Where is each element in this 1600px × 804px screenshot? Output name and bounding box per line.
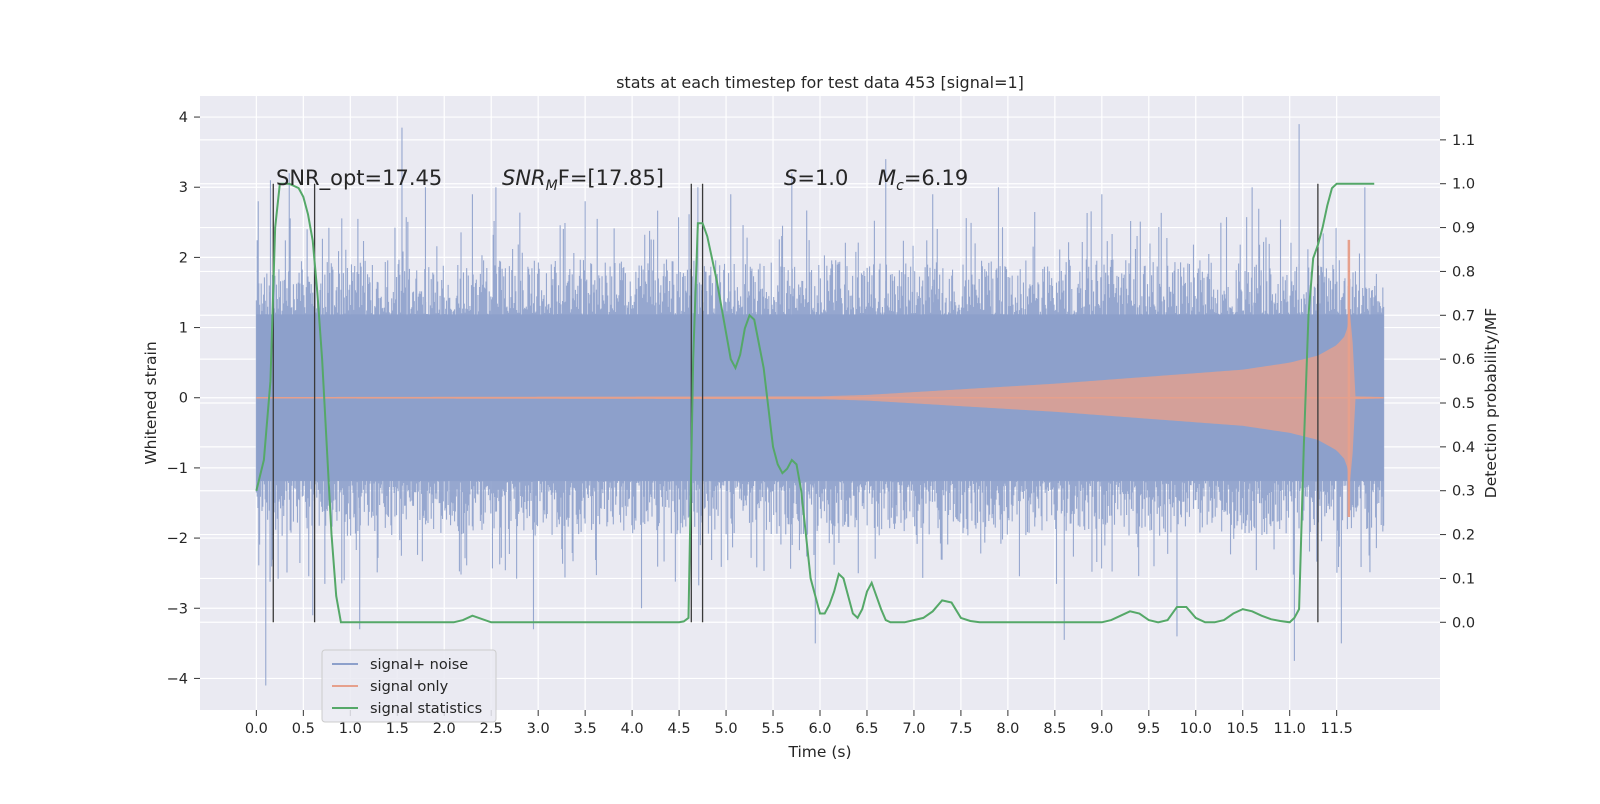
y-left-tick-label: −4: [167, 671, 188, 687]
series-signal-only: [256, 239, 1384, 518]
x-tick-label: 2.5: [480, 721, 503, 737]
annotation-snr-mf: SNRMF=[17.85]: [502, 166, 664, 194]
x-tick-label: 0.5: [292, 721, 315, 737]
y-left-tick-label: 1: [179, 321, 188, 337]
annotation-snr-mf-prefix: SNR: [502, 166, 546, 190]
y-right-tick-label: 0.3: [1452, 484, 1475, 500]
x-tick-label: 9.0: [1090, 721, 1113, 737]
y-right-tick-label: 0.2: [1452, 528, 1475, 544]
annotation-snr-mf-suffix: F=[17.85]: [558, 166, 664, 190]
legend-box: [321, 649, 497, 723]
x-tick-label: 4.0: [621, 721, 644, 737]
y-left-tick-label: −1: [167, 461, 188, 477]
x-tick-label: 3.0: [527, 721, 550, 737]
y-right-tick-label: 0.5: [1452, 396, 1475, 412]
x-tick-label: 8.5: [1043, 721, 1066, 737]
x-tick-label: 10.0: [1180, 721, 1212, 737]
y-left-tick-label: 0: [179, 391, 188, 407]
y-left-tick-label: −2: [167, 531, 188, 547]
axes: 0.0 0.5 1.0 1.5 2.0 2.5 3.0 3.5 4.0 4.5 5.0 5.5 6.0 6…: [167, 110, 1475, 737]
legend-label-signal-noise: signal+ noise: [370, 657, 468, 673]
x-tick-label: 11.0: [1274, 721, 1306, 737]
y-right-tick-label: 0.0: [1452, 615, 1475, 631]
x-tick-label: 4.5: [668, 721, 691, 737]
x-tick-label: 5.5: [761, 721, 784, 737]
x-tick-label: 3.5: [574, 721, 597, 737]
x-axis-label: Time (s): [787, 743, 851, 761]
x-tick-label: 6.0: [808, 721, 831, 737]
y-right-tick-label: 0.9: [1452, 221, 1475, 237]
x-tick-label: 7.0: [902, 721, 925, 737]
y-left-tick-label: 2: [179, 250, 188, 266]
x-tick-label: 0.0: [245, 721, 268, 737]
y-right-tick-label: 0.7: [1452, 308, 1475, 324]
series-layer: [255, 124, 1385, 686]
y-right-tick-label: 0.1: [1452, 571, 1475, 587]
x-tick-label: 9.5: [1137, 721, 1160, 737]
series-signal-statistics: [255, 182, 1375, 624]
y-right-tick-label: 1.1: [1452, 133, 1475, 149]
x-tick-label: 1.0: [339, 721, 362, 737]
x-tick-label: 2.0: [433, 721, 456, 737]
x-tick-label: 6.5: [855, 721, 878, 737]
x-tick-label: 10.5: [1227, 721, 1259, 737]
y-left-tick-label: 3: [179, 180, 188, 196]
annotation-s: S=1.0: [784, 166, 848, 190]
legend-label-signal-only: signal only: [370, 679, 449, 695]
annotation-snr-mf-sub: M: [546, 178, 558, 194]
y-right-tick-label: 1.0: [1452, 177, 1475, 193]
y-right-tick-label: 0.4: [1452, 440, 1475, 456]
y-axis-label-left: Whitened strain: [142, 341, 160, 464]
x-tick-label: 8.0: [996, 721, 1019, 737]
y-left-tick-label: −3: [167, 601, 188, 617]
annotation-mc: Mc=6.19: [878, 166, 968, 194]
x-tick-label: 5.0: [715, 721, 738, 737]
x-tick-label: 11.5: [1321, 721, 1353, 737]
annotation-mc-label: M: [878, 166, 896, 190]
annotation-s-label: S: [784, 166, 797, 190]
y-right-tick-label: 0.6: [1452, 352, 1475, 368]
annotation-snr-opt: SNR_opt=17.45: [276, 166, 442, 191]
y-left-tick-label: 4: [179, 110, 188, 126]
chart-title: stats at each timestep for test data 453…: [616, 73, 1024, 92]
x-tick-label: 7.5: [949, 721, 972, 737]
annotation-mc-sub: c: [896, 178, 904, 194]
y-right-tick-label: 0.8: [1452, 264, 1475, 280]
x-tick-label: 1.5: [386, 721, 409, 737]
annotation-mc-value: =6.19: [904, 166, 968, 190]
annotation-s-value: =1.0: [797, 166, 848, 190]
y-axis-label-right: Detection probability/MF: [1482, 308, 1500, 499]
legend: signal+ noise signal only signal statist…: [321, 649, 497, 723]
legend-label-signal-statistics: signal statistics: [370, 701, 482, 717]
statistics-layer: [255, 182, 1375, 624]
